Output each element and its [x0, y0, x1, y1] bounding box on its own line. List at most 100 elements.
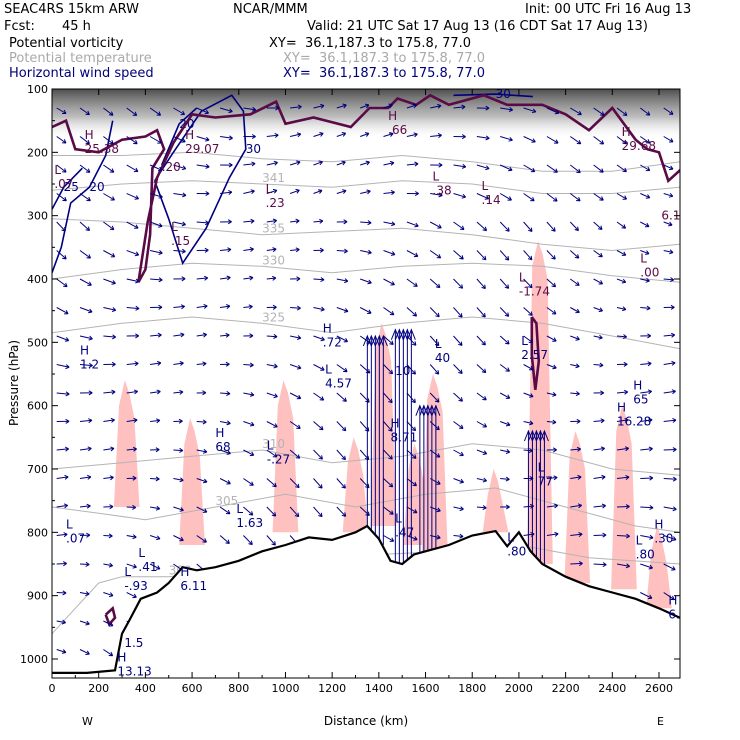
hl-marker-value: .15 [171, 234, 190, 248]
wind-vector [570, 446, 581, 452]
wind-vector [570, 107, 582, 116]
wind-vector [453, 193, 467, 199]
wind-vector [336, 449, 346, 461]
x-tick-label: 1200 [318, 682, 346, 695]
theta-contour [52, 316, 680, 350]
wind-vector [243, 421, 255, 427]
wind-vector [336, 335, 349, 343]
wind-vector [523, 107, 537, 114]
wind-vector [79, 221, 91, 231]
valid-time: Valid: 21 UTC Sat 17 Aug 13 (16 CDT Sat … [307, 19, 648, 34]
wind-vector [383, 421, 393, 432]
wind-vector [103, 250, 116, 258]
hl-marker-letter: L [538, 461, 545, 475]
wind-vector [429, 221, 442, 229]
wind-vector [546, 335, 557, 342]
wind-vector [593, 107, 605, 116]
wind-vector [663, 332, 676, 338]
wind-vector [663, 592, 675, 601]
wind-vector [429, 335, 440, 347]
wind-vector [126, 446, 137, 452]
theta-contour-label: 310 [262, 437, 285, 451]
hl-marker-value: 6.11 [180, 579, 207, 593]
wind-vector [313, 335, 325, 342]
pv-shading-plume [564, 431, 591, 583]
terrain-fill [52, 526, 680, 678]
wind-vector [150, 277, 163, 283]
wind-vector [196, 220, 210, 226]
theta-contour [52, 262, 680, 283]
updraft-arrowhead [362, 334, 372, 347]
hl-marker-letter: L [519, 271, 526, 285]
wind-vector [570, 278, 580, 286]
wind-vector [569, 164, 581, 174]
wind-vector [359, 392, 370, 403]
hl-marker-value: 2.57 [521, 348, 548, 362]
wind-vector [453, 104, 466, 110]
hl-marker-value: 65 [633, 392, 648, 406]
wind-vector [476, 221, 488, 232]
wind-vector [476, 477, 488, 483]
wind-vector [663, 164, 674, 171]
hl-marker-letter: L [435, 337, 442, 351]
wind-vector [500, 107, 514, 112]
hl-marker-value: 68 [215, 440, 230, 454]
wind-vector [266, 188, 278, 194]
wind-vector [476, 505, 487, 511]
y-tick-label: 900 [27, 590, 48, 603]
wind-vector [243, 506, 254, 516]
updraft-arrowhead [531, 429, 541, 442]
wind-vector [56, 590, 67, 596]
field-name-wind: Horizontal wind speed [9, 66, 154, 81]
wind-vector [523, 193, 535, 202]
wind-vector [220, 162, 233, 168]
wind-vector [289, 160, 301, 166]
wind-vector [663, 304, 675, 310]
wind-vector [290, 276, 301, 282]
hl-marker-letter: H [668, 594, 677, 608]
wind-vector [220, 135, 233, 141]
wind-vector [266, 421, 278, 428]
hl-marker-letter: H [622, 125, 631, 139]
wind-vector [640, 333, 652, 339]
updraft-arrowhead [535, 429, 545, 442]
wind-vector [383, 250, 396, 256]
wind-vector [663, 107, 674, 115]
wind-vector [640, 107, 651, 116]
wind-vector [103, 475, 114, 481]
wind-vector [523, 307, 533, 316]
wind-vector [616, 250, 627, 256]
wind-vector [173, 136, 186, 143]
wind-vector [313, 449, 323, 460]
wind-vector [546, 419, 557, 425]
wind-vector [383, 478, 394, 488]
hl-marker-value: .80 [507, 544, 526, 558]
wind-speed-contour [160, 107, 198, 166]
wind-vector [430, 192, 443, 198]
wind-vector [103, 417, 115, 423]
wind-vector [290, 305, 301, 311]
wind-vector [500, 421, 511, 427]
wind-vector [149, 107, 162, 116]
wind-vector [546, 164, 558, 173]
y-tick-label: 500 [27, 336, 48, 349]
x-tick-label: 1600 [412, 682, 440, 695]
wind-vector [663, 535, 677, 541]
hl-marker-value: -1.74 [519, 285, 550, 299]
wind-vector [569, 193, 581, 202]
fcst-value: 45 h [62, 19, 91, 34]
updraft-arrowhead [419, 404, 429, 416]
wind-vector [616, 361, 628, 367]
wind-vector [196, 247, 209, 253]
wind-vector [56, 649, 67, 654]
wind-vector [56, 503, 69, 509]
wind-vector [313, 103, 325, 109]
hl-marker-letter: L [521, 334, 528, 348]
wind-vector [56, 418, 70, 424]
wind-vector [56, 250, 67, 260]
hl-marker-letter: L [236, 502, 243, 516]
wind-vector [79, 107, 90, 116]
updraft-arrowhead [427, 404, 437, 416]
updraft-arrowhead [398, 328, 408, 340]
